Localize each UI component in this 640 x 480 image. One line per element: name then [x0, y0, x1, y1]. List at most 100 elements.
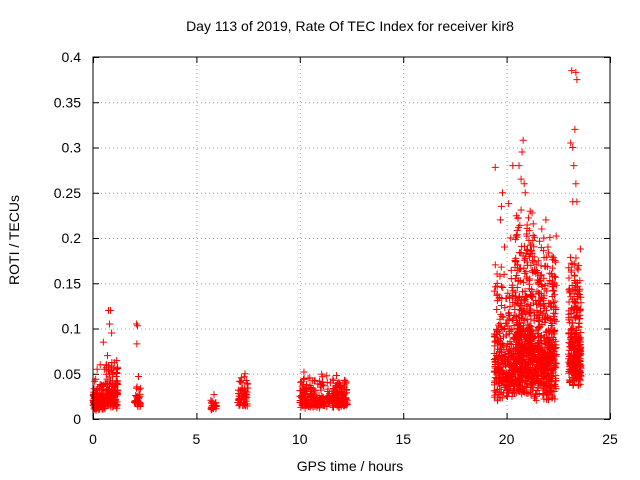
scatter-point: [511, 235, 519, 243]
scatter-point: [549, 299, 557, 307]
scatter-point: [566, 339, 574, 347]
scatter-point: [508, 326, 516, 334]
scatter-point: [236, 399, 244, 407]
scatter-point: [572, 375, 580, 383]
scatter-point: [104, 396, 112, 404]
scatter-point: [493, 305, 501, 313]
x-tick-label: 20: [499, 431, 515, 447]
scatter-point: [540, 234, 548, 242]
scatter-point: [527, 315, 535, 323]
scatter-point: [515, 223, 523, 231]
scatter-point: [500, 346, 508, 354]
scatter-point: [300, 368, 308, 376]
scatter-point: [342, 394, 350, 402]
scatter-point: [574, 266, 582, 274]
scatter-point: [490, 287, 498, 295]
scatter-point: [238, 379, 246, 387]
scatter-point: [548, 270, 556, 278]
scatter-point: [508, 281, 516, 289]
scatter-point: [544, 396, 552, 404]
scatter-point: [567, 334, 575, 342]
scatter-point: [542, 315, 550, 323]
scatter-point: [497, 263, 505, 271]
scatter-point: [552, 351, 560, 359]
scatter-point: [491, 367, 499, 375]
scatter-point: [108, 329, 116, 337]
scatter-point: [540, 348, 548, 356]
scatter-point: [545, 334, 553, 342]
scatter-point: [529, 220, 537, 228]
scatter-point: [93, 365, 101, 373]
scatter-point: [243, 402, 251, 410]
scatter-point: [241, 384, 249, 392]
scatter-point: [517, 249, 525, 257]
scatter-point: [567, 313, 575, 321]
scatter-point: [541, 319, 549, 327]
scatter-point: [527, 247, 535, 255]
scatter-point: [521, 333, 529, 341]
scatter-point: [497, 202, 505, 210]
scatter-point: [504, 386, 512, 394]
scatter-point: [513, 284, 521, 292]
scatter-point: [499, 283, 507, 291]
scatter-point: [532, 269, 540, 277]
scatter-point: [567, 330, 575, 338]
scatter-point: [536, 277, 544, 285]
scatter-point: [490, 381, 498, 389]
scatter-point: [502, 375, 510, 383]
scatter-point: [335, 404, 343, 412]
scatter-point: [532, 296, 540, 304]
scatter-point: [535, 318, 543, 326]
scatter-point: [512, 330, 520, 338]
scatter-point: [534, 378, 542, 386]
scatter-point: [534, 380, 542, 388]
scatter-point: [507, 349, 515, 357]
y-axis-label: ROTI / TECUs: [6, 195, 22, 285]
scatter-point: [107, 377, 115, 385]
scatter-point: [329, 400, 337, 408]
scatter-point: [531, 372, 539, 380]
scatter-point: [512, 312, 520, 320]
scatter-point: [113, 380, 121, 388]
scatter-point: [136, 399, 144, 407]
scatter-point: [532, 344, 540, 352]
scatter-point: [501, 243, 509, 251]
scatter-point: [317, 386, 325, 394]
scatter-point: [542, 216, 550, 224]
scatter-point: [550, 287, 558, 295]
scatter-point: [519, 386, 527, 394]
scatter-point: [110, 400, 118, 408]
scatter-point: [552, 304, 560, 312]
scatter-point: [342, 389, 350, 397]
scatter-point: [497, 334, 505, 342]
scatter-point: [503, 374, 511, 382]
scatter-point: [509, 388, 517, 396]
scatter-point: [516, 265, 524, 273]
scatter-point: [519, 307, 527, 315]
scatter-point: [568, 67, 576, 75]
scatter-point: [572, 68, 580, 76]
scatter-point: [527, 339, 535, 347]
scatter-point: [512, 257, 520, 265]
scatter-point: [504, 289, 512, 297]
scatter-point: [569, 295, 577, 303]
scatter-point: [499, 313, 507, 321]
scatter-point: [131, 397, 139, 405]
scatter-point: [493, 290, 501, 298]
scatter-point: [525, 285, 533, 293]
scatter-point: [552, 273, 560, 281]
scatter-point: [577, 299, 585, 307]
scatter-point: [491, 163, 499, 171]
scatter-point: [530, 334, 538, 342]
scatter-point: [498, 378, 506, 386]
y-tick-label: 0.15: [54, 275, 81, 291]
scatter-point: [572, 254, 580, 262]
scatter-point: [549, 281, 557, 289]
scatter-point: [530, 243, 538, 251]
scatter-point: [520, 296, 528, 304]
scatter-point: [102, 361, 110, 369]
scatter-point: [513, 358, 521, 366]
scatter-point: [331, 394, 339, 402]
scatter-point: [575, 287, 583, 295]
scatter-point: [569, 144, 577, 151]
